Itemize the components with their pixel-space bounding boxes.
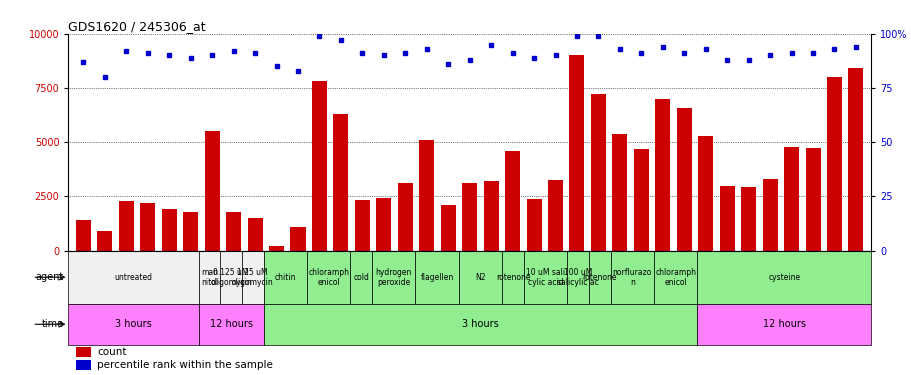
Bar — [354, 200, 370, 251]
Bar — [140, 203, 155, 251]
Text: agent: agent — [36, 272, 64, 282]
Bar — [77, 346, 91, 357]
Bar — [269, 246, 283, 251]
Text: flagellen: flagellen — [420, 273, 454, 282]
Bar — [307, 251, 350, 304]
Text: 3 hours: 3 hours — [462, 319, 498, 329]
Bar — [199, 304, 263, 345]
Bar — [589, 251, 610, 304]
Bar — [462, 183, 476, 251]
Bar — [440, 205, 456, 251]
Bar — [719, 186, 734, 251]
Bar — [611, 134, 627, 251]
Text: chitin: chitin — [274, 273, 296, 282]
Bar — [505, 151, 519, 251]
Text: N2: N2 — [475, 273, 486, 282]
Bar — [312, 81, 327, 251]
Text: 3 hours: 3 hours — [115, 319, 151, 329]
Bar — [220, 251, 241, 304]
Bar — [698, 136, 712, 251]
Text: 100 uM
salicylic ac: 100 uM salicylic ac — [557, 267, 599, 287]
Text: 12 hours: 12 hours — [210, 319, 252, 329]
Text: rotenone: rotenone — [582, 273, 617, 282]
Bar — [77, 360, 91, 370]
Text: chloramph
enicol: chloramph enicol — [308, 267, 349, 287]
Text: count: count — [97, 346, 127, 357]
Bar — [247, 218, 262, 251]
Text: untreated: untreated — [115, 273, 152, 282]
Bar — [826, 77, 841, 251]
Bar — [68, 304, 199, 345]
Bar — [741, 187, 755, 251]
Text: percentile rank within the sample: percentile rank within the sample — [97, 360, 273, 370]
Bar — [204, 131, 220, 251]
Text: cysteine: cysteine — [767, 273, 799, 282]
Bar — [419, 140, 434, 251]
Bar — [590, 94, 605, 251]
Bar — [676, 108, 691, 251]
Bar — [783, 147, 798, 251]
Bar — [118, 201, 134, 251]
Bar — [226, 211, 241, 251]
Text: chloramph
enicol: chloramph enicol — [654, 267, 695, 287]
Bar — [804, 148, 820, 251]
Text: 1.25 uM
oligomycin: 1.25 uM oligomycin — [231, 267, 273, 287]
Bar — [655, 99, 670, 251]
Bar — [415, 251, 458, 304]
Bar — [68, 251, 199, 304]
Bar — [376, 198, 391, 251]
Bar — [633, 149, 648, 251]
Text: 12 hours: 12 hours — [762, 319, 804, 329]
Bar — [76, 220, 91, 251]
Text: 10 uM sali
cylic acid: 10 uM sali cylic acid — [526, 267, 565, 287]
Bar — [263, 304, 697, 345]
Bar — [97, 231, 112, 251]
Text: rotenone: rotenone — [496, 273, 529, 282]
Bar — [653, 251, 697, 304]
Bar — [697, 304, 870, 345]
Bar — [548, 180, 562, 251]
Bar — [523, 251, 567, 304]
Bar — [333, 114, 348, 251]
Text: time: time — [42, 319, 64, 329]
Bar — [483, 181, 498, 251]
Bar — [762, 179, 777, 251]
Bar — [526, 199, 541, 251]
Text: 0.125 uM
oligomycin: 0.125 uM oligomycin — [210, 267, 251, 287]
Bar — [847, 69, 863, 251]
Bar — [161, 210, 177, 251]
Text: hydrogen
peroxide: hydrogen peroxide — [375, 267, 412, 287]
Text: man
nitol: man nitol — [200, 267, 218, 287]
Bar — [350, 251, 372, 304]
Text: GDS1620 / 245306_at: GDS1620 / 245306_at — [68, 20, 206, 33]
Bar — [567, 251, 589, 304]
Text: norflurazo
n: norflurazo n — [612, 267, 651, 287]
Bar — [372, 251, 415, 304]
Bar — [458, 251, 502, 304]
Bar — [697, 251, 870, 304]
Bar — [568, 56, 584, 251]
Bar — [199, 251, 220, 304]
Bar — [397, 183, 413, 251]
Bar — [502, 251, 523, 304]
Text: cold: cold — [353, 273, 369, 282]
Bar — [263, 251, 307, 304]
Bar — [241, 251, 263, 304]
Bar — [183, 211, 198, 251]
Bar — [610, 251, 653, 304]
Bar — [291, 227, 305, 251]
